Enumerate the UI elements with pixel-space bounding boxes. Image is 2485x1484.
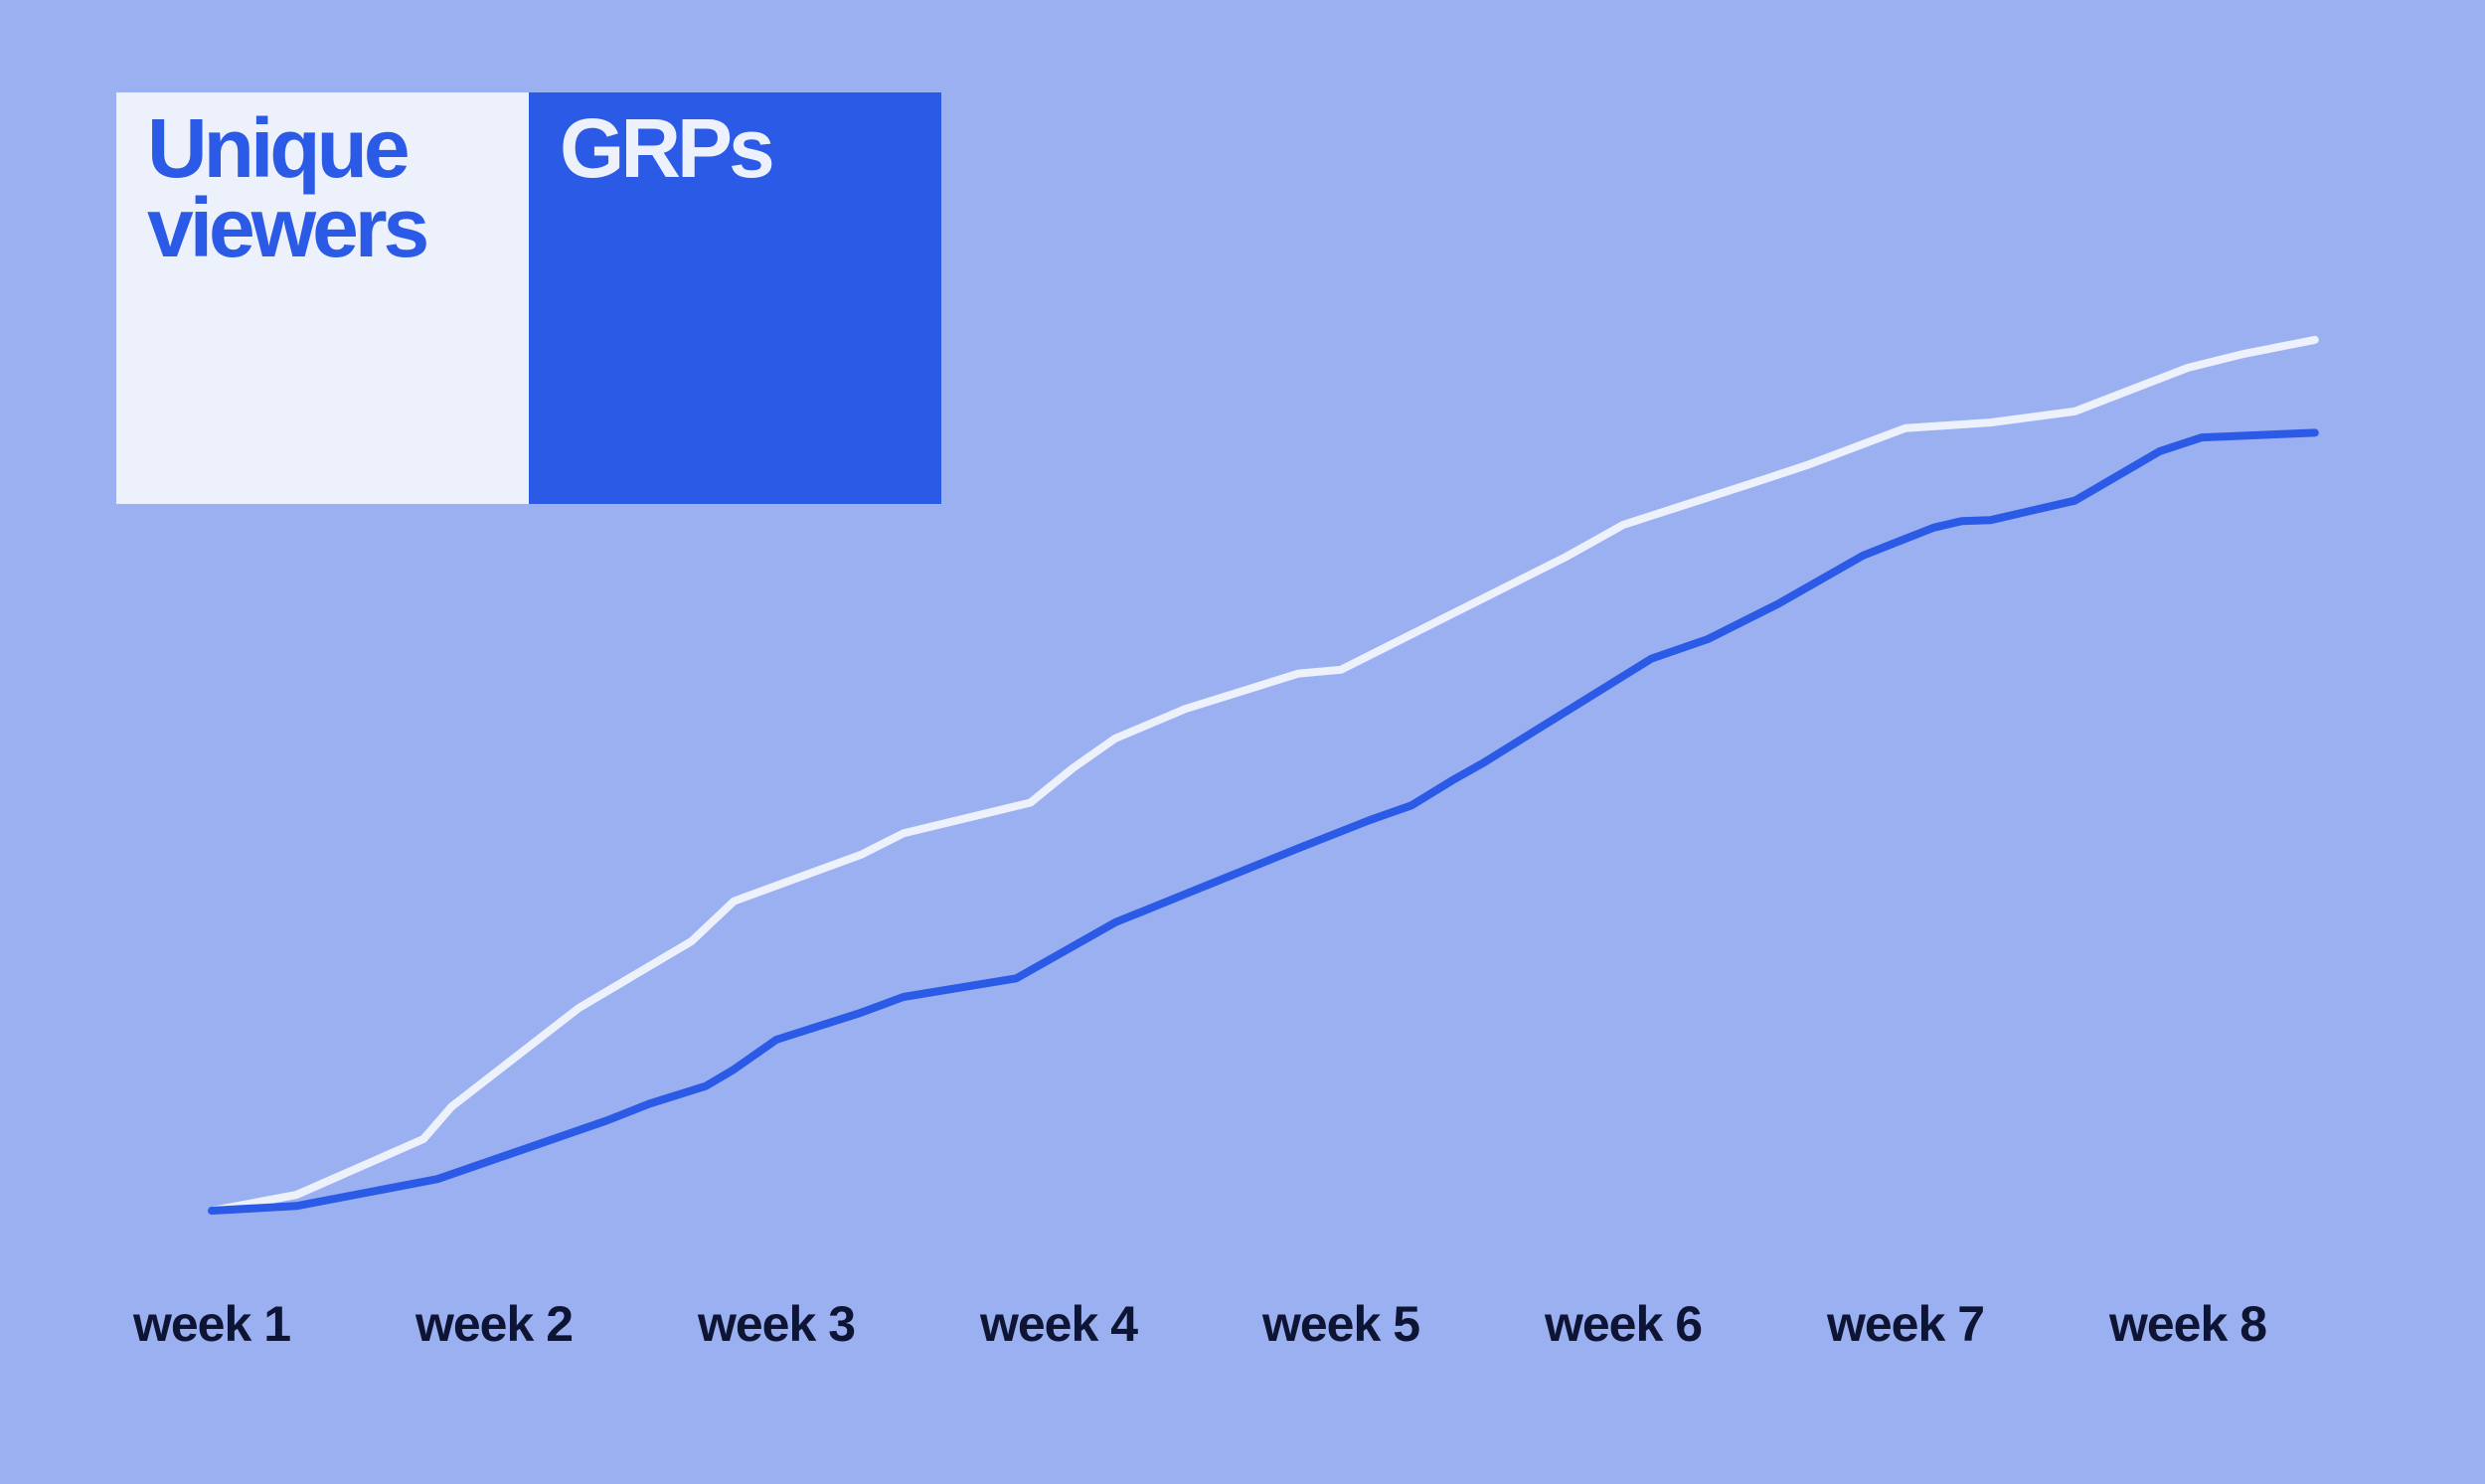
legend-unique-viewers: Unique viewers xyxy=(116,92,529,504)
legend: Unique viewers GRPs xyxy=(116,92,941,504)
x-tick-label: week 5 xyxy=(1261,1296,1419,1352)
x-tick-label: week 4 xyxy=(979,1296,1138,1352)
legend-grps: GRPs xyxy=(529,92,941,504)
x-tick-label: week 2 xyxy=(414,1296,573,1352)
series-line-unique-viewers xyxy=(208,335,2319,1215)
x-tick-label: week 6 xyxy=(1544,1296,1702,1352)
x-tick-label: week 3 xyxy=(697,1296,855,1352)
x-tick-label: week 8 xyxy=(2108,1296,2266,1352)
series-layer xyxy=(208,335,2319,1215)
series-line-grps xyxy=(208,428,2319,1215)
legend-label-unique-viewers: Unique viewers xyxy=(147,101,429,274)
x-tick-label: week 1 xyxy=(132,1296,290,1352)
x-tick-label: week 7 xyxy=(1826,1296,1984,1352)
x-axis-ticks: week 1 week 2 week 3 week 4 week 5 week 6 week… xyxy=(132,1296,2267,1352)
legend-label-grps: GRPs xyxy=(560,101,775,195)
